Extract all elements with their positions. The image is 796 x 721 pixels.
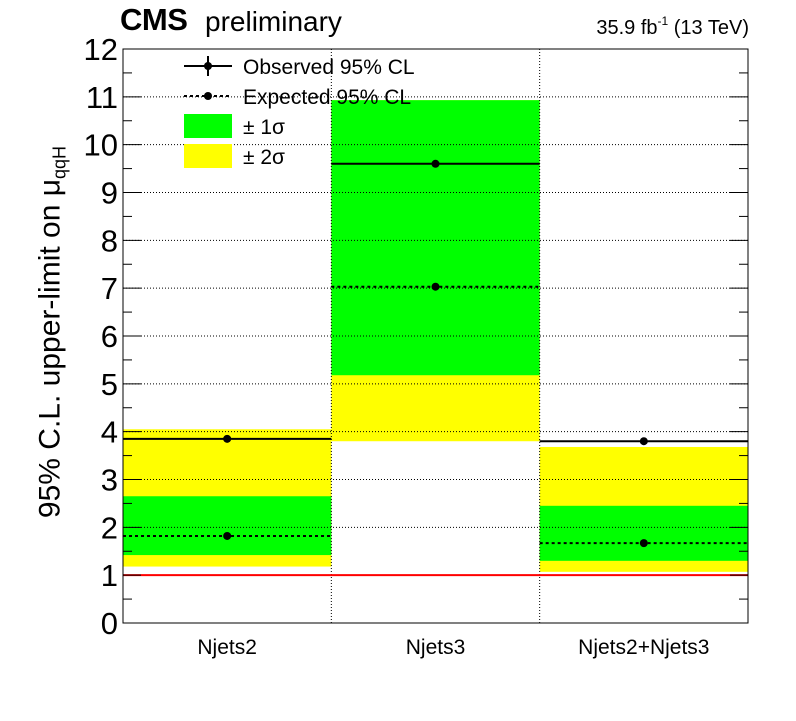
y-tick-label-11: 11	[86, 80, 118, 115]
y-tick-label-12: 12	[84, 32, 118, 67]
y-tick-label-5: 5	[101, 367, 118, 402]
y-tick-label-7: 7	[101, 271, 118, 306]
legend-band2-label: ± 2σ	[243, 146, 285, 169]
band-1sigma-2	[539, 505, 748, 561]
observed-point-1	[431, 159, 440, 168]
x-tick-label-2: Njets2+Njets3	[578, 636, 709, 659]
y-tick-label-10: 10	[84, 128, 118, 163]
legend-band1-swatch	[184, 114, 232, 138]
energy-label: (13 TeV)	[673, 17, 749, 39]
observed-point-0	[223, 434, 232, 443]
legend-expected-marker	[204, 92, 212, 100]
y-tick-label-0: 0	[101, 606, 118, 641]
legend-observed-label: Observed 95% CL	[243, 56, 415, 79]
preliminary-label: preliminary	[205, 6, 342, 37]
legend-expected-label: Expected 95% CL	[243, 86, 411, 109]
band-1sigma-1	[331, 100, 540, 376]
cms-label: CMS	[120, 2, 188, 37]
expected-point-1	[431, 282, 440, 291]
expected-point-2	[639, 539, 648, 548]
band-1sigma-0	[123, 496, 332, 556]
observed-point-2	[639, 437, 648, 446]
luminosity-label: 35.9 fb-1 (13 TeV)	[596, 14, 749, 40]
y-tick-label-2: 2	[101, 510, 118, 545]
y-tick-label-9: 9	[101, 176, 118, 211]
y-tick-label-6: 6	[101, 319, 118, 354]
y-tick-label-8: 8	[101, 223, 118, 258]
legend-observed-marker	[204, 62, 212, 70]
x-tick-label-0: Njets2	[197, 636, 257, 659]
y-tick-label-1: 1	[101, 558, 118, 593]
x-tick-label-1: Njets3	[406, 636, 466, 659]
y-tick-label-4: 4	[101, 415, 118, 450]
expected-point-0	[223, 531, 232, 540]
legend-band1-label: ± 1σ	[243, 116, 285, 139]
y-tick-label-3: 3	[101, 463, 118, 498]
legend-band2-swatch	[184, 144, 232, 168]
lumi-exponent: -1	[657, 14, 669, 28]
lumi-value: 35.9 fb	[596, 17, 658, 39]
